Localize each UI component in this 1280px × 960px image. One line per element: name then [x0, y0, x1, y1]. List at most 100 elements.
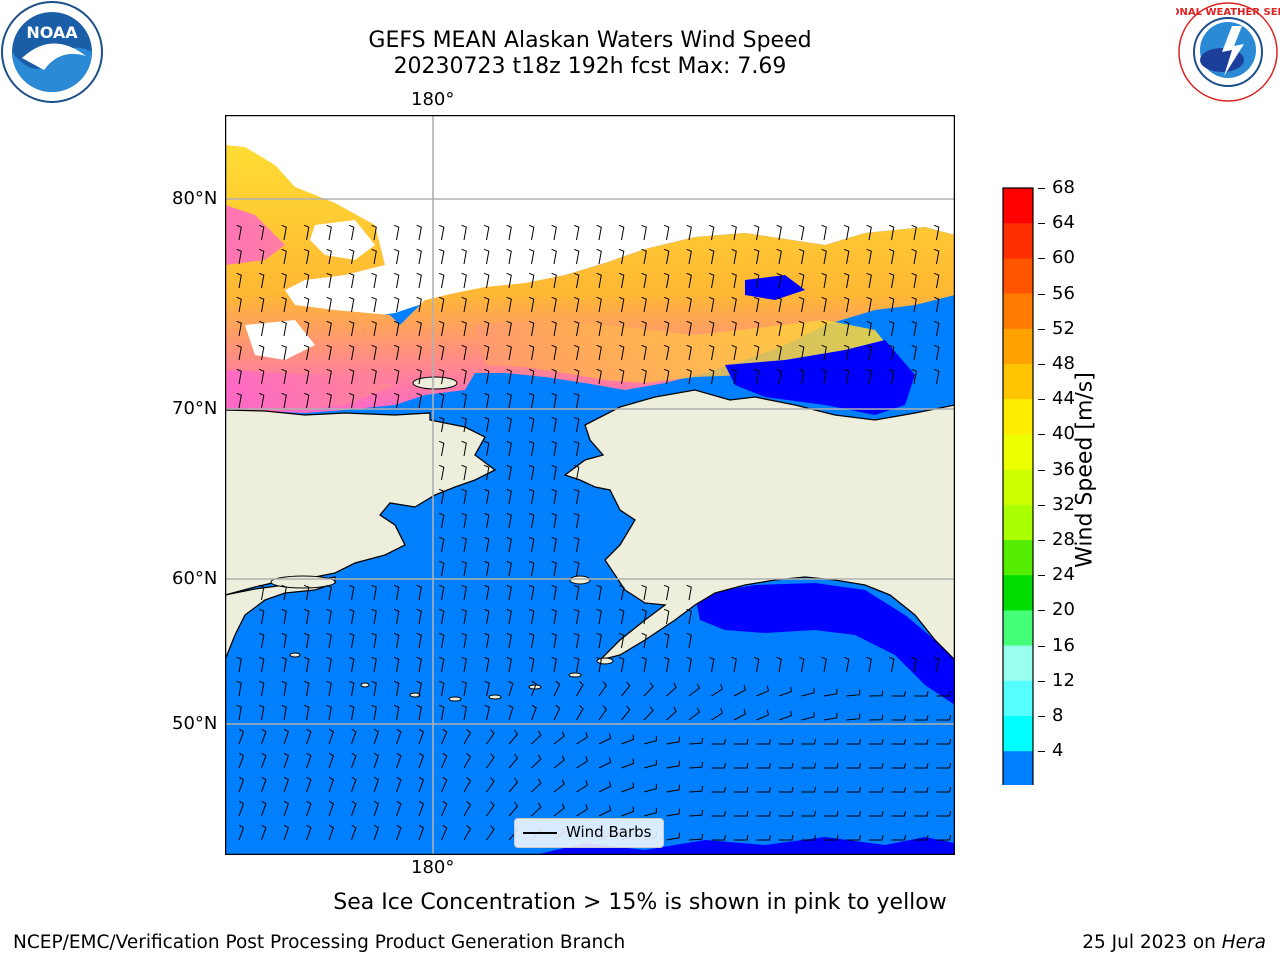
wind-barb: [846, 787, 861, 793]
wind-barb: [756, 739, 771, 745]
wind-barb: [618, 320, 625, 337]
wind-barb: [528, 344, 535, 361]
wind-barb: [528, 464, 535, 481]
wind-barb: [281, 272, 287, 289]
wind-barb: [528, 560, 535, 577]
wind-barb: [393, 272, 400, 289]
wind-barb: [348, 632, 355, 649]
wind-barb: [463, 753, 472, 769]
wind-barb: [708, 296, 715, 313]
wind-barb: [236, 392, 242, 409]
wind-barb: [506, 272, 512, 289]
wind-barb: [801, 711, 815, 721]
wind-barb: [843, 272, 850, 289]
wind-barb: [261, 800, 267, 817]
wind-barb: [824, 787, 839, 793]
wind-barb: [621, 681, 631, 697]
wind-barb: [891, 811, 906, 817]
wind-barb: [303, 224, 310, 241]
footer-date-text: 25 Jul 2023 on: [1082, 932, 1222, 953]
wind-barb: [843, 296, 850, 313]
wind-barb: [261, 776, 267, 793]
wind-barb: [621, 734, 635, 745]
wind-barb: [573, 392, 580, 409]
wind-barb: [483, 560, 490, 577]
wind-barb: [486, 777, 495, 793]
wind-barb: [238, 824, 245, 841]
sea-ice-pink: [225, 205, 895, 413]
colorbar-segment: [1003, 680, 1033, 717]
chart-title: GEFS MEAN Alaskan Waters Wind Speed: [368, 28, 812, 53]
wind-barb: [483, 440, 490, 457]
wind-barb: [303, 248, 310, 265]
wind-barb: [711, 811, 726, 817]
wind-barb: [778, 710, 792, 721]
wind-barb: [281, 392, 287, 409]
wind-barb: [483, 320, 490, 337]
wind-barb: [643, 735, 658, 745]
wind-barb: [821, 320, 827, 337]
wind-barb: [711, 763, 726, 769]
wind-barb: [663, 368, 670, 385]
wind-barb: [843, 320, 850, 337]
wind-barb: [396, 728, 402, 745]
lat-label-80: 80°N: [172, 188, 218, 209]
wind-barb: [866, 320, 872, 337]
wind-barb: [753, 248, 760, 265]
wind-barb: [891, 691, 906, 697]
wind-barb: [869, 811, 884, 817]
wind-barb: [731, 344, 737, 361]
wind-barb: [236, 320, 242, 337]
wind-barb: [551, 440, 557, 457]
wind-barb: [351, 824, 357, 841]
wind-barb: [801, 739, 816, 745]
footer-host: Hera: [1221, 932, 1266, 953]
wind-barb: [869, 739, 884, 745]
wind-barb: [506, 584, 512, 601]
wind-barb: [686, 584, 692, 601]
wind-barb: [528, 608, 535, 625]
colorbar-tick-label: 12: [1052, 669, 1075, 691]
wind-barb: [416, 248, 422, 265]
wind-barb: [461, 320, 467, 337]
wind-barb: [824, 835, 839, 841]
wind-barb: [643, 783, 658, 793]
caption: Sea Ice Concentration > 15% is shown in …: [333, 890, 947, 915]
wind-barb: [686, 248, 692, 265]
wind-barb: [911, 656, 917, 673]
wind-barb: [528, 512, 535, 529]
wind-barb: [416, 680, 422, 697]
wind-barb: [441, 728, 448, 745]
wind-barb: [573, 656, 580, 673]
wind-barb: [461, 224, 467, 241]
wind-barb: [484, 680, 490, 697]
wind-barb: [461, 392, 467, 409]
wind-barb: [936, 835, 951, 841]
wind-barb: [869, 763, 884, 769]
wind-barb: [821, 296, 827, 313]
wind-barb: [779, 763, 794, 769]
wind-barb: [326, 608, 332, 625]
wind-barb: [888, 656, 895, 673]
footer-date: 25 Jul 2023 on Hera: [1082, 932, 1266, 953]
wind-barb: [756, 709, 769, 721]
wind-barb: [663, 632, 670, 649]
wind-barb: [528, 320, 535, 337]
wind-barb: [463, 729, 472, 745]
nws-logo: NATIONAL WEATHER SERVICE: [1176, 2, 1280, 102]
wind-barb: [328, 752, 335, 769]
wind-barb: [753, 320, 760, 337]
wind-barb: [596, 608, 602, 625]
wind-barb: [281, 368, 287, 385]
wind-barb: [483, 416, 490, 433]
wind-barb: [888, 344, 895, 361]
wind-barb: [731, 320, 737, 337]
wind-barb: [551, 392, 557, 409]
map-panel: [225, 115, 955, 855]
wind-barb: [553, 779, 565, 793]
wind-barb: [281, 248, 287, 265]
wind-barb: [866, 248, 872, 265]
wind-barb: [686, 224, 692, 241]
wind-barb: [438, 272, 445, 289]
wind-barb: [238, 800, 245, 817]
